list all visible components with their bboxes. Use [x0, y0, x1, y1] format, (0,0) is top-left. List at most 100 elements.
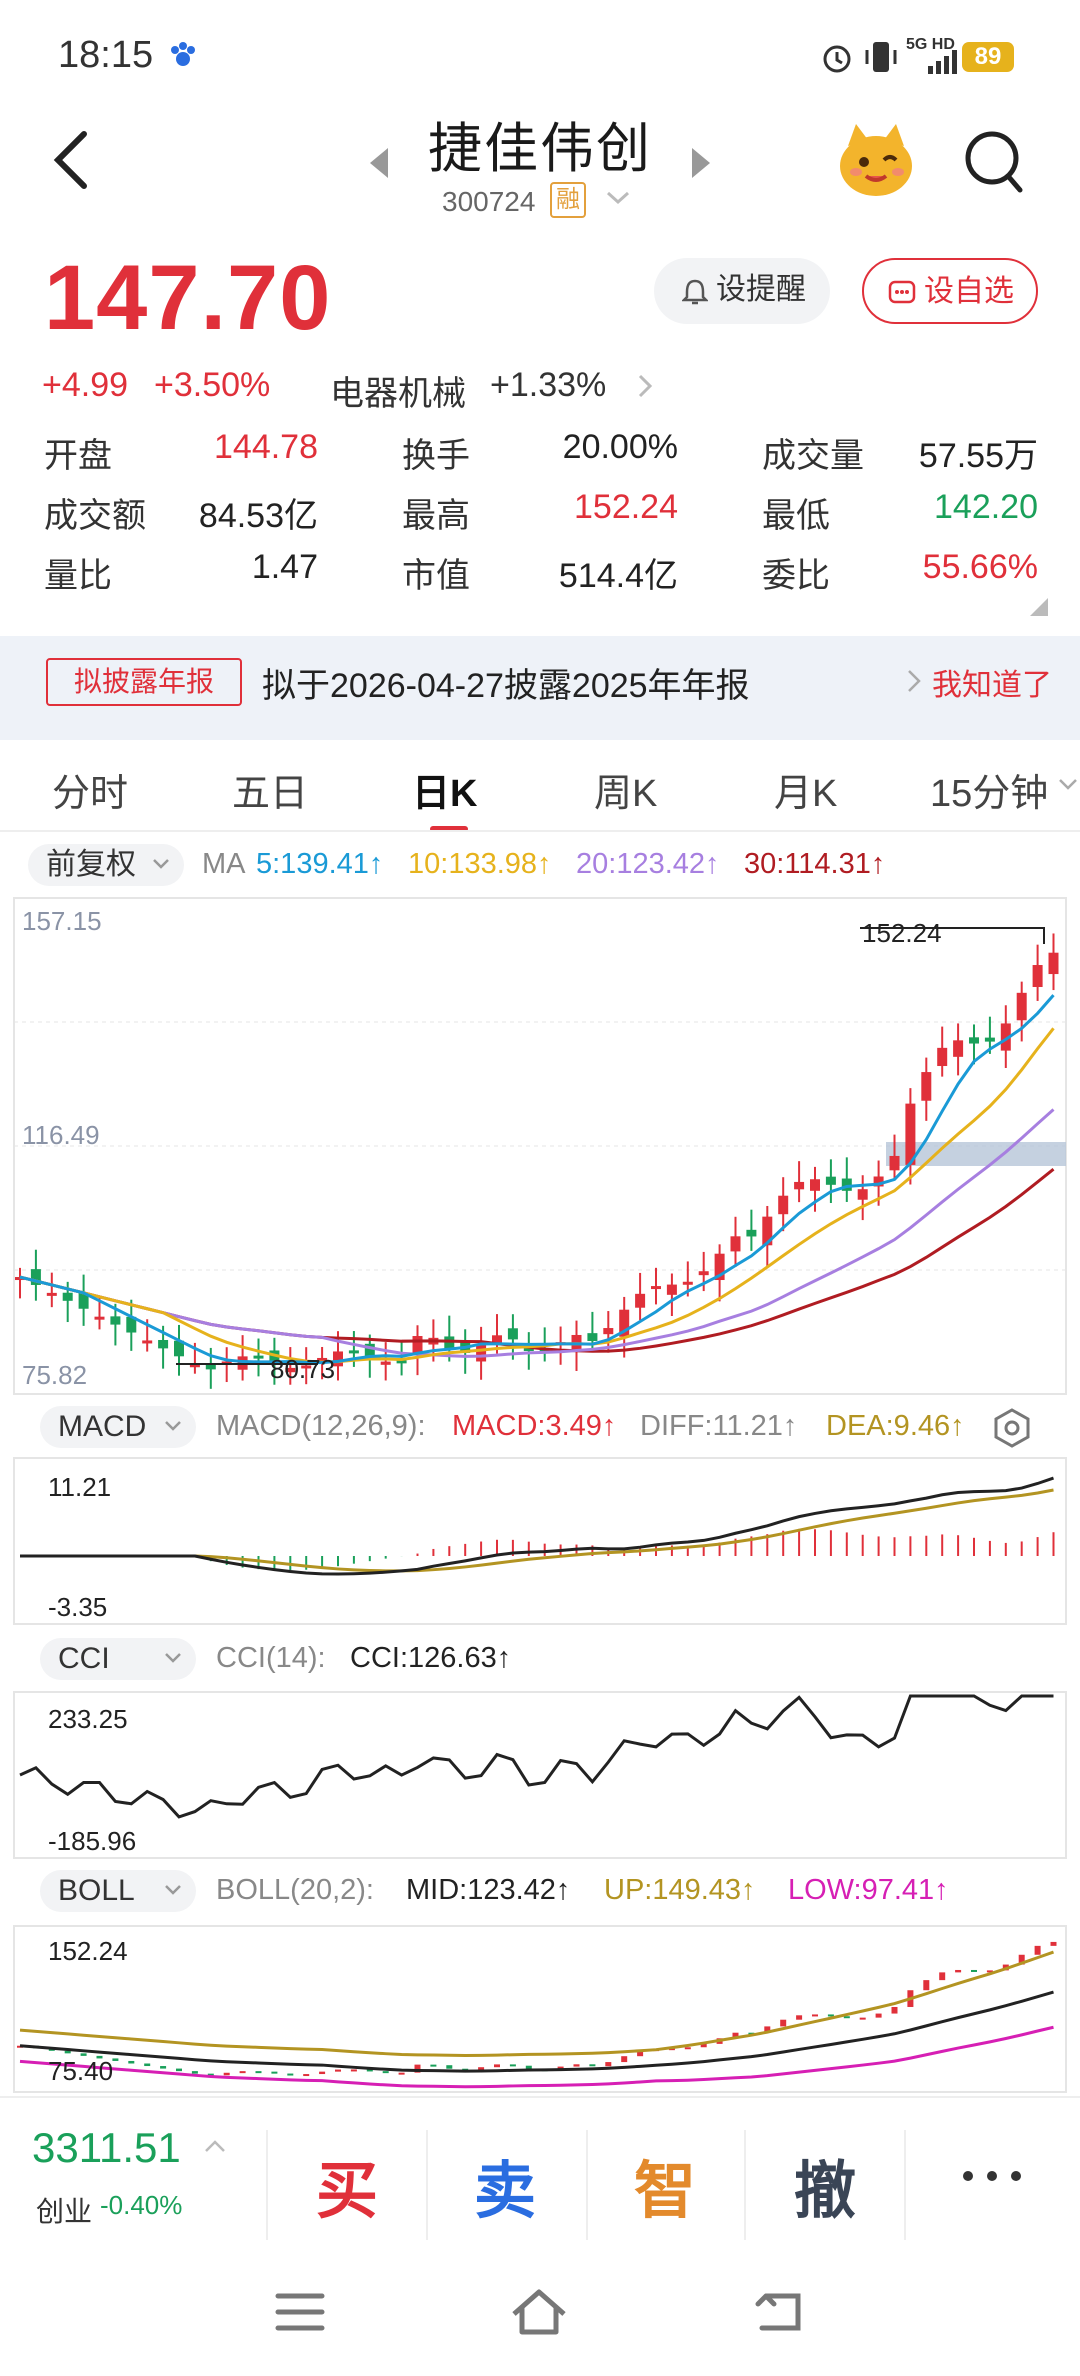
boll-candle	[796, 2015, 803, 2020]
candle-body	[841, 1178, 852, 1191]
candle-body	[746, 1229, 757, 1237]
cci-chart[interactable]	[0, 1690, 1080, 1860]
mascot-icon[interactable]	[834, 118, 918, 202]
divider	[744, 2130, 746, 2240]
price-change-pct: +3.50%	[154, 366, 271, 404]
dismiss-button[interactable]: 我知道了	[932, 669, 1052, 702]
sell-button[interactable]: 卖	[474, 2157, 537, 2226]
cci-select[interactable]: CCI	[40, 1638, 196, 1680]
candle-body	[158, 1339, 169, 1349]
settings-icon[interactable]	[990, 1406, 1034, 1450]
macd-value: MACD:3.49↑	[452, 1410, 617, 1442]
candle-body	[46, 1292, 57, 1296]
boll-candle	[875, 2013, 882, 2018]
boll-axis-top: 152.24	[48, 1936, 128, 1966]
smart-button[interactable]: 智	[634, 2157, 697, 2226]
stat-label: 委比	[762, 557, 830, 595]
boll-candle	[255, 2071, 262, 2074]
boll-candle	[112, 2058, 119, 2061]
stock-code: 300724	[442, 186, 536, 217]
boll-select[interactable]: BOLL	[40, 1870, 196, 1912]
home-icon[interactable]	[508, 2286, 570, 2338]
back-nav-icon[interactable]	[752, 2288, 808, 2336]
index-value: 3311.51	[32, 2124, 181, 2171]
candle-body	[1000, 1023, 1011, 1051]
boll-candle	[637, 2051, 644, 2057]
tab-15min[interactable]: 15分钟	[930, 773, 1049, 815]
candle-body	[984, 1037, 995, 1042]
boll-candle	[827, 2014, 834, 2017]
stat-value: 514.4亿	[558, 557, 678, 595]
divider	[904, 2130, 906, 2240]
low-marker: 80.73	[270, 1354, 336, 1384]
boll-candle	[700, 2043, 707, 2048]
candle-body	[221, 1361, 232, 1365]
more-icon[interactable]	[960, 2166, 1024, 2186]
next-stock-icon[interactable]	[688, 146, 714, 180]
chat-dots-icon	[888, 280, 916, 304]
prev-stock-icon[interactable]	[366, 146, 392, 180]
adjust-select[interactable]: 前复权	[28, 844, 184, 886]
candle-body	[142, 1340, 153, 1344]
candle-body	[333, 1351, 343, 1367]
boll-candle	[509, 2064, 516, 2067]
boll-low: LOW:97.41↑	[788, 1874, 949, 1906]
macd-chart[interactable]	[0, 1456, 1080, 1628]
candle-body	[953, 1040, 964, 1057]
active-tab-indicator	[430, 826, 468, 832]
kline-chart[interactable]	[0, 896, 1080, 1396]
axis-top: 157.15	[22, 906, 102, 936]
chevron-right-icon[interactable]	[636, 372, 654, 400]
tab-five-day[interactable]: 五日	[232, 773, 309, 815]
boll-candle	[971, 1969, 977, 1972]
stat-value: 1.47	[251, 548, 318, 586]
menu-icon[interactable]	[274, 2290, 326, 2334]
candle-body	[126, 1316, 137, 1333]
tab-monthly-k[interactable]: 月K	[774, 773, 838, 815]
index-pct: -0.40%	[100, 2190, 183, 2220]
tab-daily-k[interactable]: 日K	[412, 773, 478, 815]
candle-body	[730, 1236, 741, 1252]
stat-value: 20.00%	[562, 428, 678, 466]
diff-value: DIFF:11.21↑	[640, 1410, 798, 1442]
chevron-down-icon[interactable]	[604, 188, 632, 208]
stock-name: 捷佳伟创	[428, 119, 652, 179]
candle-body	[921, 1072, 932, 1101]
stat-label: 成交量	[762, 437, 864, 475]
axis-bottom: 75.82	[22, 1360, 88, 1390]
axis-mid: 116.49	[22, 1120, 100, 1150]
set-alert-button[interactable]: 设提醒	[654, 258, 830, 324]
back-arrow-icon[interactable]	[40, 120, 100, 200]
macd-params: MACD(12,26,9):	[216, 1410, 426, 1442]
candle-body	[778, 1195, 789, 1215]
boll-candle	[382, 2071, 389, 2074]
divider	[426, 2130, 428, 2240]
cancel-order-button[interactable]: 撤	[794, 2157, 857, 2226]
cci-value: CCI:126.63↑	[350, 1642, 512, 1674]
candle-body	[905, 1103, 916, 1165]
boll-chart[interactable]	[0, 1924, 1080, 2094]
boll-candle	[859, 2017, 866, 2020]
paw-icon	[171, 42, 195, 66]
macd-select[interactable]: MACD	[40, 1406, 196, 1448]
margin-badge: 融	[550, 182, 586, 218]
buy-button[interactable]: 买	[316, 2157, 379, 2226]
sector-name[interactable]: 电器机械	[330, 375, 466, 413]
sector-pct[interactable]: +1.33%	[490, 366, 607, 404]
macd-axis-top: 11.21	[48, 1472, 112, 1502]
add-watchlist-button[interactable]: 设自选	[862, 258, 1038, 324]
divider	[586, 2130, 588, 2240]
divider	[0, 2096, 1080, 2098]
boll-candle	[812, 2014, 818, 2017]
boll-params: BOLL(20,2):	[216, 1874, 374, 1906]
candle-body	[507, 1328, 518, 1340]
expand-corner-icon[interactable]	[1030, 598, 1048, 616]
tab-intraday[interactable]: 分时	[52, 773, 129, 815]
report-notice: 拟于2026-04-27披露2025年年报	[262, 667, 750, 705]
search-icon[interactable]	[962, 126, 1026, 196]
chevron-down-icon[interactable]	[1058, 778, 1078, 792]
macd-select-label: MACD	[58, 1410, 147, 1443]
candle-body	[1048, 952, 1059, 975]
tab-weekly-k[interactable]: 周K	[594, 773, 658, 815]
chevron-right-icon	[908, 670, 921, 692]
